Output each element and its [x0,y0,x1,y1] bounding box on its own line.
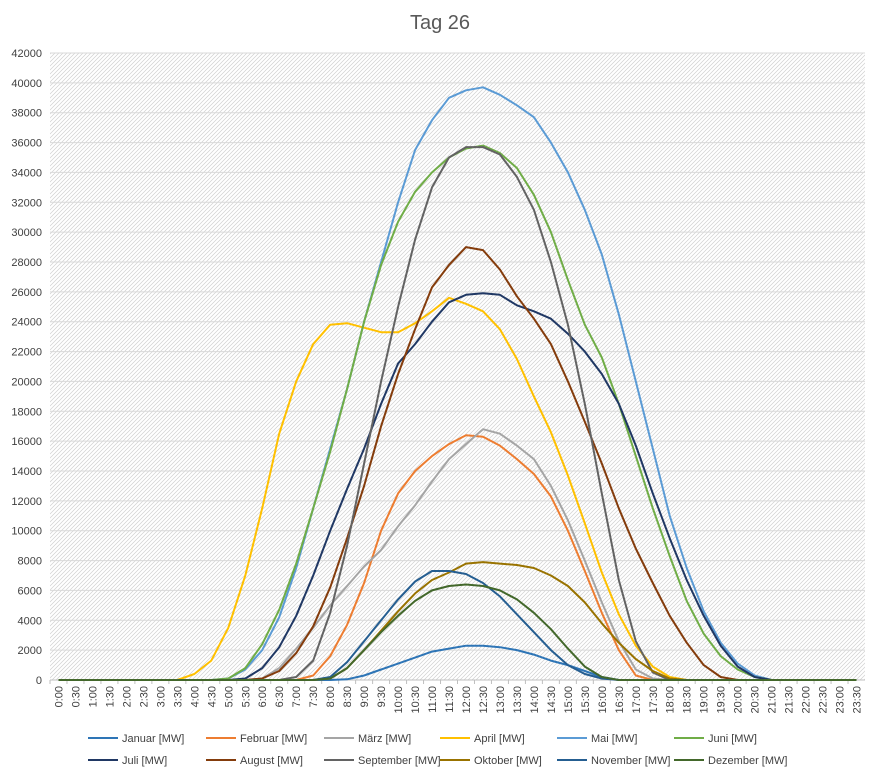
y-tick-label: 10000 [11,526,42,538]
y-tick-label: 12000 [11,496,42,508]
x-tick-label: 6:30 [274,686,286,707]
legend-label: August [MW] [240,755,303,767]
y-tick-label: 34000 [11,167,42,179]
y-tick-label: 42000 [11,48,42,60]
x-tick-label: 16:00 [597,686,609,714]
y-tick-label: 20000 [11,376,42,388]
x-tick-label: 18:30 [682,686,694,714]
series-line [58,583,857,681]
x-tick-label: 12:30 [478,686,490,714]
x-tick-label: 23:00 [835,686,847,714]
y-tick-label: 40000 [11,78,42,90]
series-lines [58,86,857,681]
x-tick-label: 17:00 [631,686,643,714]
legend-label: September [MW] [358,755,441,767]
y-tick-label: 28000 [11,257,42,269]
x-tick-label: 7:30 [308,686,320,707]
y-axis: 0 2000 4000 6000 8000 10000 12000 14000 16000 180… [11,48,42,687]
x-tick-label: 10:30 [410,686,422,714]
x-tick-label: 3:00 [155,686,167,707]
y-tick-label: 8000 [18,556,42,568]
y-tick-label: 22000 [11,347,42,359]
y-tick-label: 24000 [11,317,42,329]
x-axis: 0:00 0:30 1:00 1:30 2:00 2:30 3:00 3:30 4:00 4:30… [49,679,865,714]
x-tick-label: 13:30 [512,686,524,714]
x-tick-label: 20:30 [750,686,762,714]
legend-label: März [MW] [358,733,411,745]
x-tick-label: 1:00 [87,686,99,707]
x-tick-label: 10:00 [393,686,405,714]
x-tick-label: 4:00 [189,686,201,707]
x-tick-label: 16:30 [614,686,626,714]
x-tick-label: 4:30 [206,686,218,707]
x-tick-label: 23:30 [852,686,864,714]
legend-label: Januar [MW] [122,733,184,745]
legend-label: November [MW] [591,755,670,767]
y-tick-label: 18000 [11,406,42,418]
x-tick-label: 9:30 [376,686,388,707]
x-tick-label: 21:00 [767,686,779,714]
x-tick-label: 20:00 [733,686,745,714]
x-tick-label: 12:00 [461,686,473,714]
legend-label: Juni [MW] [708,733,757,745]
plot-area [50,53,865,680]
y-tick-label: 32000 [11,197,42,209]
y-tick-label: 2000 [18,645,42,657]
x-tick-label: 8:00 [325,686,337,707]
x-tick-label: 21:30 [784,686,796,714]
y-tick-label: 14000 [11,466,42,478]
y-tick-label: 38000 [11,108,42,120]
y-tick-label: 36000 [11,138,42,150]
x-tick-label: 14:30 [546,686,558,714]
x-tick-label: 5:30 [240,686,252,707]
x-tick-label: 1:30 [104,686,116,707]
x-tick-label: 2:30 [138,686,150,707]
x-tick-label: 22:30 [818,686,830,714]
x-tick-label: 14:00 [529,686,541,714]
x-tick-label: 15:30 [580,686,592,714]
chart-title: Tag 26 [409,12,471,34]
x-tick-label: 5:00 [223,686,235,707]
x-tick-label: 2:00 [121,686,133,707]
x-tick-label: 6:00 [257,686,269,707]
x-tick-label: 0:00 [53,686,65,707]
legend-label: Mai [MW] [591,733,637,745]
x-tick-label: 7:00 [291,686,303,707]
legend-label: Juli [MW] [122,755,167,767]
legend-label: April [MW] [474,733,525,745]
x-tick-label: 13:00 [495,686,507,714]
y-tick-label: 6000 [18,585,42,597]
x-tick-label: 19:30 [716,686,728,714]
x-tick-label: 19:00 [699,686,711,714]
legend: Januar [MW] Februar [MW] März [MW] April [M… [88,733,787,767]
x-tick-label: 17:30 [648,686,660,714]
legend-label: Februar [MW] [240,733,307,745]
x-tick-label: 22:00 [801,686,813,714]
y-tick-label: 26000 [11,287,42,299]
x-tick-label: 18:00 [665,686,677,714]
y-tick-label: 30000 [11,227,42,239]
x-tick-label: 0:30 [70,686,82,707]
x-tick-label: 8:30 [342,686,354,707]
x-tick-label: 15:00 [563,686,575,714]
y-tick-label: 4000 [18,615,42,627]
x-tick-label: 11:30 [444,686,456,713]
x-tick-label: 9:00 [359,686,371,707]
x-tick-label: 3:30 [172,686,184,707]
x-tick-label: 11:00 [427,686,439,713]
legend-label: Dezember [MW] [708,755,787,767]
legend-label: Oktober [MW] [474,755,542,767]
y-tick-label: 0 [36,675,42,687]
y-tick-label: 16000 [11,436,42,448]
